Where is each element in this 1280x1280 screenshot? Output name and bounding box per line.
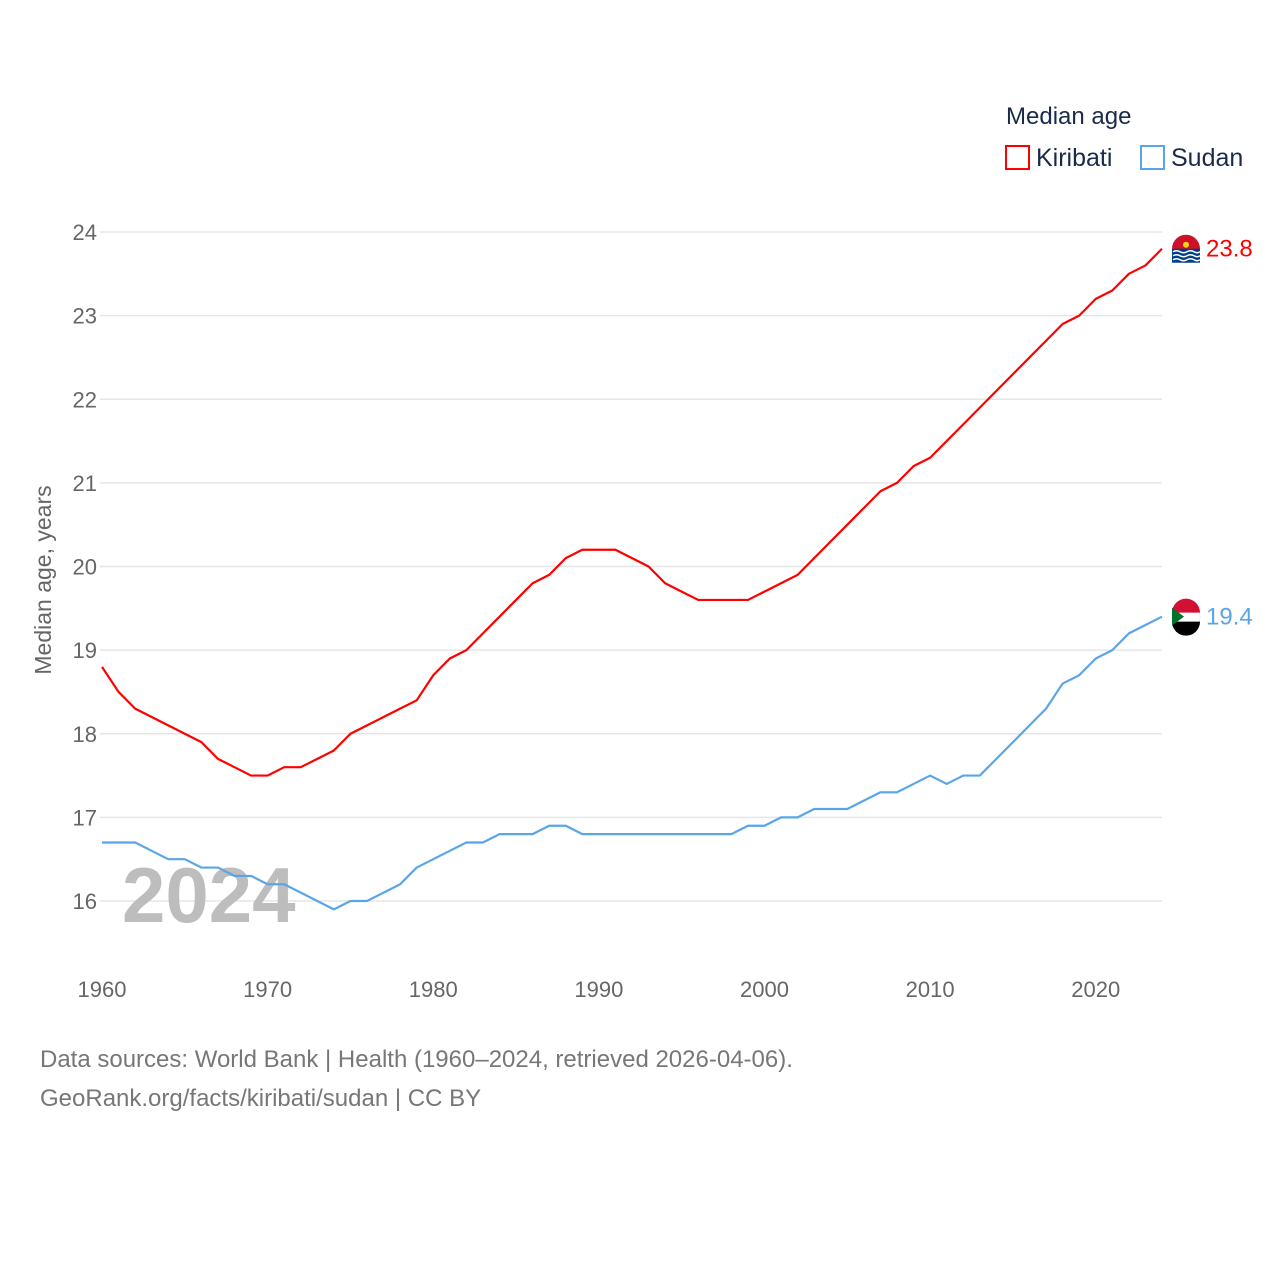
- legend-swatch: [1140, 145, 1165, 170]
- x-axis-ticks: 1960 1970 1980 1990 2000 2010 2020: [78, 977, 1121, 1002]
- legend-item-kiribati[interactable]: Kiribati: [1005, 144, 1112, 172]
- end-value-label: 23.8: [1206, 236, 1253, 263]
- legend-label: Kiribati: [1036, 144, 1112, 172]
- x-tick-label: 2020: [1071, 977, 1120, 1002]
- y-axis-label: Median age, years: [30, 485, 56, 674]
- y-tick-label: 20: [73, 555, 97, 580]
- y-tick-label: 17: [73, 805, 97, 830]
- y-tick-label: 19: [73, 638, 97, 663]
- x-tick-label: 2010: [906, 977, 955, 1002]
- data-source-text: Data sources: World Bank | Health (1960–…: [40, 1046, 793, 1073]
- y-tick-label: 24: [73, 220, 97, 245]
- end-value-label: 19.4: [1206, 604, 1253, 631]
- attribution-link[interactable]: GeoRank.org/facts/kiribati/sudan | CC BY: [40, 1085, 482, 1112]
- year-watermark: 2024: [122, 851, 296, 939]
- y-tick-label: 22: [73, 387, 97, 412]
- y-tick-label: 18: [73, 722, 97, 747]
- end-labels: 23.8 19.4: [1171, 234, 1253, 636]
- legend-item-sudan[interactable]: Sudan: [1140, 144, 1243, 172]
- y-axis-ticks: 16 17 18 19 20 21 22 23 24: [73, 220, 97, 914]
- x-tick-label: 1990: [574, 977, 623, 1002]
- legend-swatch: [1005, 145, 1030, 170]
- series-line-kiribati: [101, 247, 1163, 777]
- x-tick-label: 1960: [78, 977, 127, 1002]
- legend-label: Sudan: [1171, 144, 1243, 172]
- x-tick-label: 1980: [409, 977, 458, 1002]
- x-tick-label: 2000: [740, 977, 789, 1002]
- y-tick-label: 21: [73, 471, 97, 496]
- y-tick-label: 23: [73, 304, 97, 329]
- flag-sudan-icon: [1171, 598, 1201, 636]
- flag-kiribati-icon: [1172, 234, 1201, 263]
- x-tick-label: 1970: [243, 977, 292, 1002]
- y-tick-label: 16: [73, 889, 97, 914]
- series-line-sudan: [102, 615, 1163, 911]
- series-lines: [101, 247, 1163, 911]
- legend-title: Median age: [1006, 103, 1131, 130]
- gridlines: [100, 231, 1162, 902]
